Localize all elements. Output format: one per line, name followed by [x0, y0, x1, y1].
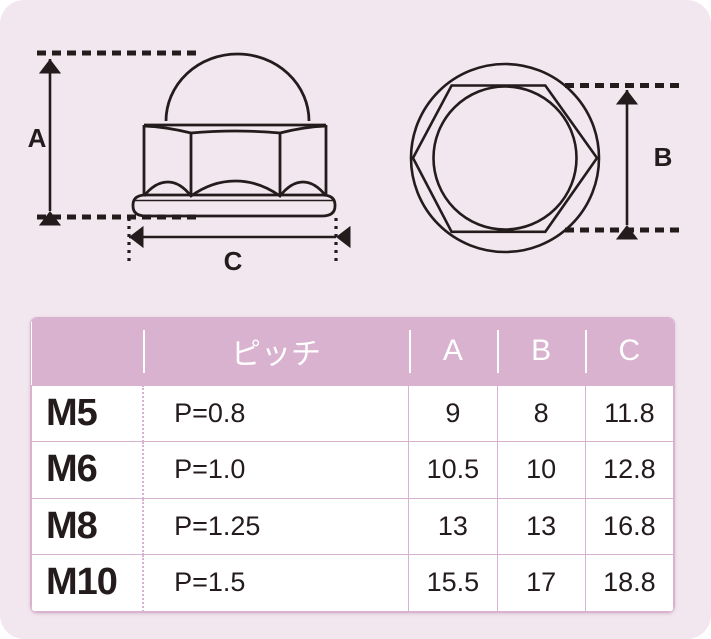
svg-text:A: A: [28, 123, 47, 153]
svg-text:B: B: [654, 142, 673, 172]
svg-text:C: C: [224, 246, 243, 276]
